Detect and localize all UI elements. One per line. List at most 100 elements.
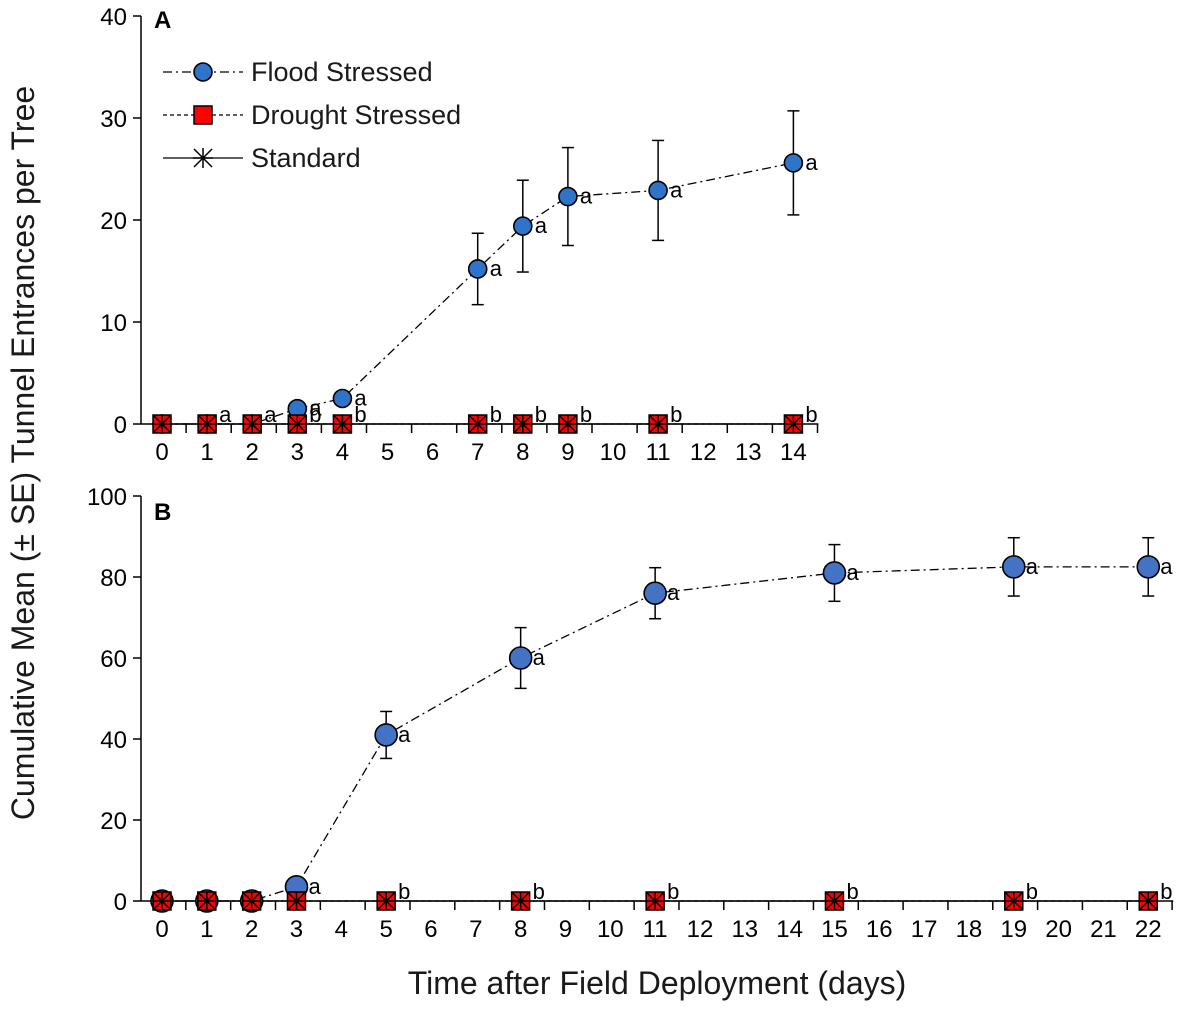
panel-b-flood-point bbox=[1136, 555, 1161, 579]
panel-b-flood-line bbox=[162, 566, 1149, 902]
panel-a-significance-letter: a bbox=[535, 213, 548, 238]
panel-b-x-tick-label: 22 bbox=[1135, 916, 1162, 943]
panel-a-significance-letter: a bbox=[580, 184, 593, 209]
panel-b-x-tick-label: 13 bbox=[731, 916, 758, 943]
panel-b-x-tick-label: 8 bbox=[514, 916, 527, 943]
panel-a-significance-letter: a bbox=[670, 177, 683, 202]
panel-a-significance-letter: b bbox=[309, 402, 321, 427]
panel-a-standard-point bbox=[468, 415, 487, 433]
panel-b-y-tick-label: 0 bbox=[114, 889, 127, 916]
panel-b-x-tick-label: 18 bbox=[956, 916, 983, 943]
panel-a-x-tick-label: 12 bbox=[690, 439, 717, 466]
panel-b-x-tick-label: 14 bbox=[776, 916, 803, 943]
panel-a-y-tick-label: 30 bbox=[100, 106, 127, 133]
panel-a-x-tick-label: 0 bbox=[155, 439, 168, 466]
panel-b-x-tick-label: 5 bbox=[379, 916, 392, 943]
panel-b-y-tick-label: 100 bbox=[87, 484, 127, 511]
panel-b-y-tick-label: 60 bbox=[100, 646, 127, 673]
panel-b-x-tick-label: 16 bbox=[866, 916, 893, 943]
panel-b-standard-point bbox=[377, 892, 396, 910]
panel-a-significance-letter: a bbox=[219, 402, 232, 427]
panel-b-significance-letter: b bbox=[398, 879, 410, 904]
panel-a-x-tick-label: 9 bbox=[561, 439, 574, 466]
panel-b-x-tick-label: 10 bbox=[597, 916, 624, 943]
y-axis-title: Cumulative Mean (± SE) Tunnel Entrances … bbox=[5, 86, 41, 820]
panel-b-x-tick-label: 0 bbox=[155, 916, 168, 943]
panel-a-y-tick-label: 10 bbox=[100, 310, 127, 337]
panel-a-x-tick-label: 1 bbox=[200, 439, 213, 466]
panel-b-significance-letter: b bbox=[667, 879, 679, 904]
panel-a-standard-point bbox=[288, 415, 307, 433]
panel-a-flood-point bbox=[648, 180, 668, 201]
panel-a-x-tick-label: 14 bbox=[780, 439, 807, 466]
panel-b-significance-letter: a bbox=[667, 580, 680, 605]
panel-a-significance-letter: b bbox=[580, 402, 592, 427]
panel-b-significance-letter: a bbox=[1160, 554, 1173, 579]
panel-a-flood-point bbox=[467, 259, 488, 279]
panel-b-x-tick-label: 19 bbox=[1000, 916, 1027, 943]
panel-b-standard-point bbox=[646, 892, 665, 910]
panel-a-significance-letter: b bbox=[670, 402, 682, 427]
panel-b-x-tick-label: 12 bbox=[687, 916, 714, 943]
panel-b-standard-point bbox=[1004, 892, 1023, 910]
panel-b-x-tick-label: 17 bbox=[911, 916, 938, 943]
panel-b-flood-point bbox=[822, 561, 847, 585]
panel-a-y-tick-label: 40 bbox=[100, 4, 127, 31]
panel-b-x-tick-label: 2 bbox=[245, 916, 258, 943]
panel-b-standard-point bbox=[242, 892, 261, 910]
panel-b-standard-point bbox=[153, 892, 171, 910]
legend: Flood Stressed Drought Stressed Standard bbox=[163, 57, 461, 173]
panel-b-x-tick-label: 20 bbox=[1045, 916, 1072, 943]
panel-a-flood-point bbox=[512, 216, 533, 236]
panel-b-letter: B bbox=[154, 499, 171, 526]
panel-a-x-tick-label: 5 bbox=[381, 439, 394, 466]
panel-a-standard-point bbox=[558, 415, 577, 433]
panel-b-flood-point bbox=[508, 646, 533, 670]
panel-b-x-tick-label: 1 bbox=[200, 916, 213, 943]
panel-b-standard-point bbox=[825, 892, 844, 910]
panel-a-significance-letter: b bbox=[490, 402, 502, 427]
panel-a-significance-letter: a bbox=[805, 150, 818, 175]
panel-a-flood-point bbox=[783, 153, 804, 173]
panel-b-significance-letter: b bbox=[1160, 879, 1172, 904]
panel-b-x-tick-label: 9 bbox=[559, 916, 572, 943]
panel-b-x-tick-label: 7 bbox=[469, 916, 482, 943]
panel-a-standard-point bbox=[243, 415, 262, 433]
panel-b-x-tick-label: 11 bbox=[643, 916, 668, 943]
panel-b-x-tick-label: 15 bbox=[821, 916, 848, 943]
legend-marker-square bbox=[193, 105, 213, 125]
panel-b-significance-letter: b bbox=[846, 879, 858, 904]
panel-b-significance-letter: a bbox=[308, 874, 321, 899]
panel-a-significance-letter: b bbox=[805, 402, 817, 427]
panel-a-flood-point bbox=[332, 388, 353, 409]
panel-b-significance-letter: b bbox=[533, 879, 545, 904]
panel-b-standard-point bbox=[197, 892, 216, 910]
panel-b-y-tick-label: 40 bbox=[100, 727, 127, 754]
legend-label: Flood Stressed bbox=[251, 57, 433, 87]
panel-b-significance-letter: a bbox=[1026, 554, 1039, 579]
legend-label: Standard bbox=[251, 143, 361, 173]
panel-a-x-tick-label: 7 bbox=[471, 439, 484, 466]
panel-a-significance-letter: a bbox=[264, 402, 277, 427]
panel-a-significance-letter: a bbox=[354, 386, 367, 411]
panel-a-x-tick-label: 10 bbox=[600, 439, 627, 466]
panel-b-standard-point bbox=[511, 892, 530, 910]
panel-b-y-tick-label: 80 bbox=[100, 565, 127, 592]
panel-b-flood-point bbox=[374, 723, 398, 747]
panel-a-x-tick-label: 13 bbox=[735, 439, 762, 466]
panel-a-y-tick-label: 0 bbox=[114, 412, 127, 439]
panel-a-x-tick-label: 2 bbox=[246, 439, 259, 466]
legend-marker-asterisk bbox=[193, 148, 213, 168]
x-axis-title: Time after Field Deployment (days) bbox=[408, 965, 907, 1001]
panel-b-significance-letter: b bbox=[1026, 879, 1038, 904]
panel-a-significance-letter: b bbox=[535, 402, 547, 427]
panel-a-standard-point bbox=[649, 415, 668, 433]
panel-a-significance-letter: a bbox=[490, 256, 503, 281]
panel-b-x-tick-label: 21 bbox=[1090, 916, 1117, 943]
panel-a-standard-point bbox=[198, 415, 217, 433]
panel-a-flood-line bbox=[162, 162, 794, 425]
panel-b-x-tick-label: 4 bbox=[335, 916, 348, 943]
panel-a-standard-point bbox=[333, 415, 352, 433]
panel-b-flood-point bbox=[643, 581, 667, 606]
